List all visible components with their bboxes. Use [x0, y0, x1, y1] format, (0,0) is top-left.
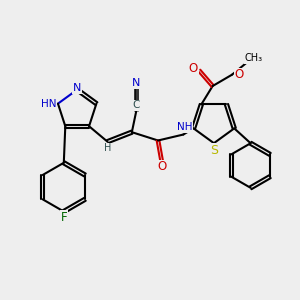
- Text: H: H: [104, 143, 112, 153]
- Text: F: F: [61, 211, 67, 224]
- Text: NH: NH: [177, 122, 193, 132]
- Text: CH₃: CH₃: [244, 53, 263, 63]
- Text: N: N: [132, 78, 140, 88]
- Text: C: C: [133, 100, 140, 110]
- Text: O: O: [234, 68, 244, 81]
- Text: S: S: [210, 144, 218, 157]
- Text: HN: HN: [41, 99, 56, 109]
- Text: N: N: [73, 83, 81, 93]
- Text: O: O: [189, 62, 198, 75]
- Text: O: O: [157, 160, 166, 173]
